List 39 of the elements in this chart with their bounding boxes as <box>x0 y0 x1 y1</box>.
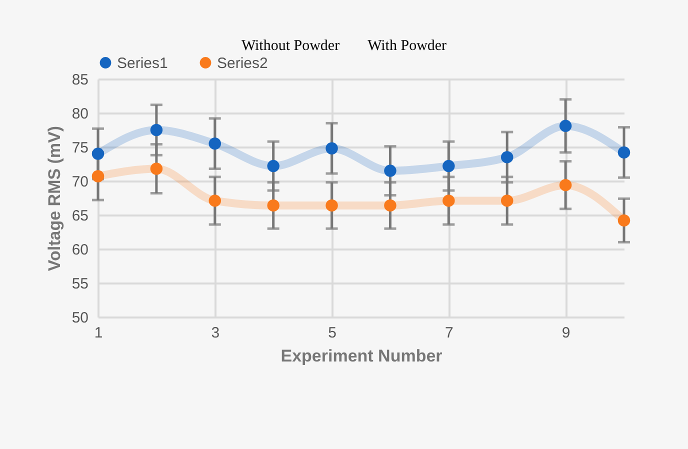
x-tick-label: 1 <box>94 324 103 342</box>
point <box>150 162 163 175</box>
y-tick-label: 70 <box>72 174 88 190</box>
legend-label: Series2 <box>217 54 268 72</box>
x-tick-label: 7 <box>444 324 454 342</box>
y-tick-label: 55 <box>72 276 88 292</box>
point <box>208 137 222 150</box>
point <box>92 148 104 160</box>
point <box>500 151 514 164</box>
x-axis-title: Experiment Number <box>280 346 443 366</box>
text: With Powder <box>368 38 447 54</box>
point <box>500 194 514 207</box>
x-tick-label: 9 <box>562 324 570 342</box>
y-tick-label: 65 <box>72 208 88 224</box>
point <box>618 214 630 227</box>
point <box>618 146 630 159</box>
point <box>150 124 163 136</box>
point <box>267 199 280 212</box>
y-axis-title: Voltage RMS (mV) <box>44 126 64 272</box>
point <box>384 164 396 177</box>
y-tick-label: 85 <box>72 72 88 88</box>
point <box>267 160 280 172</box>
text: Without Powder <box>241 38 340 54</box>
point <box>208 194 222 207</box>
point <box>384 199 396 212</box>
legend-label: Series1 <box>117 54 168 72</box>
y-tick-label: 75 <box>72 140 88 156</box>
point <box>559 120 572 132</box>
y-tick-label: 50 <box>72 310 88 326</box>
y-tick-label: 80 <box>72 106 88 122</box>
point <box>326 199 338 212</box>
point <box>442 160 455 172</box>
point <box>92 170 104 182</box>
y-tick-label: 60 <box>72 242 88 258</box>
point <box>442 194 455 207</box>
point <box>559 178 572 192</box>
point <box>326 142 338 154</box>
x-tick-label: 5 <box>328 324 336 342</box>
x-tick-label: 3 <box>211 324 220 342</box>
